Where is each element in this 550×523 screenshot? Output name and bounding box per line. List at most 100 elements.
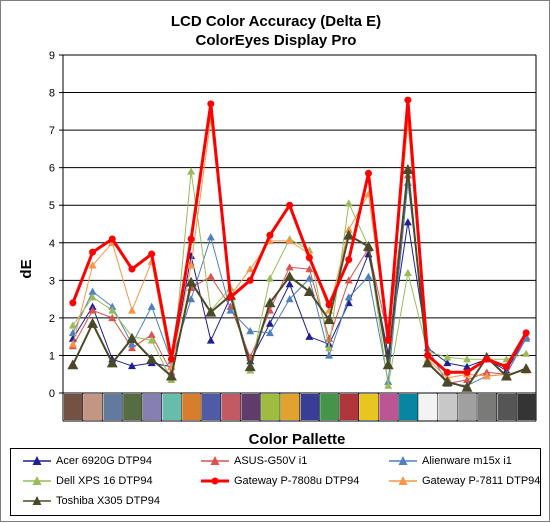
data-point [344, 225, 353, 233]
data-point [284, 271, 296, 281]
color-swatch [64, 394, 83, 420]
y-axis-label: dE [18, 259, 35, 278]
color-swatch [477, 394, 497, 420]
data-point [443, 368, 451, 376]
data-point [88, 302, 97, 310]
data-point [522, 334, 531, 342]
data-point [500, 370, 512, 381]
data-point [323, 314, 335, 325]
data-point [127, 361, 136, 370]
data-point [443, 353, 452, 361]
series-lines [67, 96, 532, 392]
data-point [187, 295, 196, 303]
data-point [285, 280, 294, 288]
data-point [424, 351, 432, 359]
legend-item: Acer 6920G DTP94 [23, 453, 152, 469]
data-point [68, 340, 77, 348]
data-point [205, 306, 217, 317]
data-point [305, 274, 314, 282]
data-point [108, 302, 117, 310]
color-swatch [182, 394, 201, 420]
legend-marker [389, 456, 417, 465]
x-axis-label: Color Pallette [249, 431, 346, 448]
color-swatch [261, 394, 280, 420]
data-point [384, 377, 393, 385]
legend-label: Gateway P-7811 DTP94 [422, 475, 541, 487]
data-point [343, 229, 355, 240]
data-point [148, 250, 156, 258]
y-tick-label: 4 [49, 238, 55, 250]
data-point [345, 256, 353, 264]
data-point [88, 261, 97, 269]
axes: 0 1 2 3 4 5 6 7 8 9 [49, 50, 537, 422]
series-line [71, 98, 528, 374]
legend-label: ASUS-G50V i1 [234, 455, 308, 467]
legend-marker [201, 477, 229, 485]
legend-marker [23, 496, 51, 505]
data-point [68, 321, 77, 329]
data-point [128, 265, 136, 273]
data-point [285, 295, 294, 303]
legend-item: Gateway P-7811 DTP94 [389, 473, 540, 489]
y-tick-label: 1 [49, 350, 55, 362]
data-point [441, 376, 453, 387]
gridlines [63, 54, 536, 394]
y-tick-label: 6 [49, 163, 55, 175]
data-point [147, 336, 156, 344]
data-point [303, 286, 315, 296]
data-point [246, 265, 255, 273]
data-point [69, 299, 77, 307]
color-swatch [123, 394, 142, 420]
data-point [403, 218, 412, 226]
series-line [72, 174, 527, 385]
data-point [364, 272, 373, 280]
data-point [463, 355, 472, 363]
color-swatch [142, 394, 162, 420]
data-point [463, 362, 472, 370]
y-tick-label: 8 [49, 88, 55, 100]
legend-label: Dell XPS 16 DTP94 [56, 475, 153, 487]
legend-item: Dell XPS 16 DTP94 [23, 473, 153, 489]
color-swatch [162, 394, 182, 420]
data-point [402, 164, 414, 174]
data-point [286, 201, 294, 209]
color-swatch [359, 394, 379, 420]
y-tick-label: 5 [49, 200, 55, 212]
data-point [88, 293, 97, 301]
data-point [126, 333, 138, 343]
color-swatch [241, 394, 261, 420]
y-tick-label: 3 [49, 275, 55, 287]
data-point [520, 363, 532, 373]
data-point [206, 336, 215, 344]
data-point [67, 359, 79, 370]
data-point [265, 319, 274, 327]
y-tick-label: 2 [49, 313, 55, 325]
color-swatch [221, 394, 241, 420]
color-swatch [300, 394, 320, 420]
color-swatch [497, 394, 517, 420]
legend-label: Gateway P-7808u DTP94 [234, 475, 360, 487]
color-swatch [438, 394, 458, 420]
data-point [244, 361, 256, 372]
chart-title: LCD Color Accuracy (Delta E) [171, 13, 381, 30]
color-swatch [280, 394, 300, 420]
data-point [483, 355, 491, 363]
data-point [106, 357, 118, 368]
data-point [463, 375, 472, 384]
color-swatch [418, 394, 438, 420]
data-point [305, 265, 314, 273]
data-point [404, 96, 412, 104]
legend-item: ASUS-G50V i1 [201, 453, 307, 469]
y-tick-label: 0 [49, 388, 55, 400]
data-point [227, 293, 235, 301]
data-point [187, 261, 196, 269]
data-point [265, 274, 274, 282]
data-point [226, 302, 235, 310]
data-point [305, 332, 314, 340]
legend-label: Alienware m15x i1 [422, 455, 512, 467]
data-point [187, 167, 196, 175]
data-point [482, 368, 491, 376]
data-point [344, 293, 353, 301]
color-swatch [458, 394, 477, 420]
data-point [325, 343, 334, 352]
